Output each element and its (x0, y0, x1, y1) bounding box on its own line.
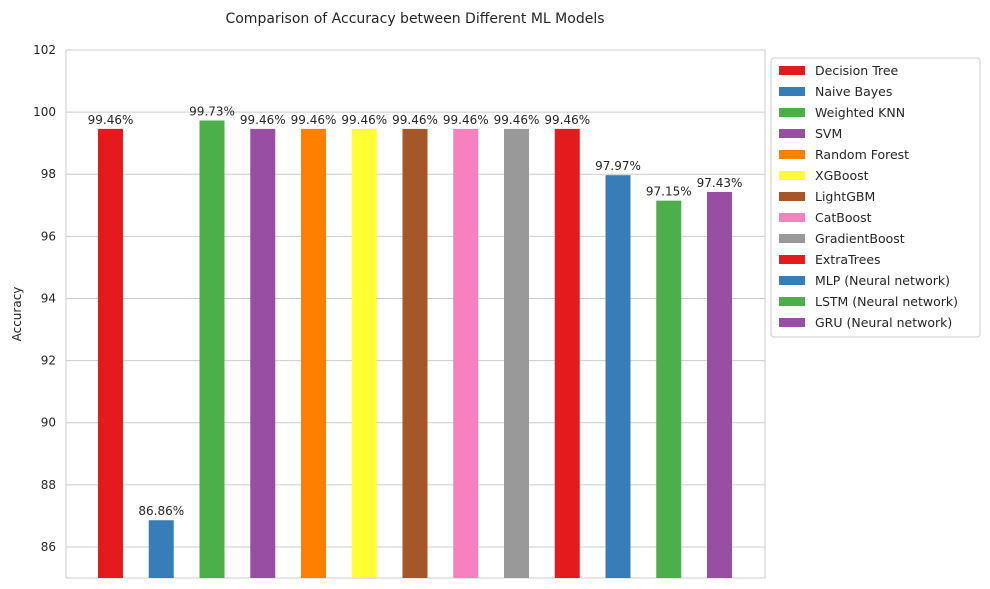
bar (98, 128, 123, 578)
bar-value-label: 97.97% (595, 159, 641, 173)
bar (402, 128, 428, 578)
legend-label: Naive Bayes (815, 84, 892, 99)
legend-swatch (779, 213, 805, 222)
legend-swatch (779, 276, 805, 285)
bar-value-label: 99.46% (240, 113, 286, 127)
y-tick-label: 100 (33, 105, 56, 119)
bar-value-label: 99.46% (291, 113, 337, 127)
bar-value-label: 99.46% (392, 113, 438, 127)
legend-swatch (779, 171, 805, 180)
y-axis-ticks: 86 88 90 92 94 96 98 100 102 (33, 43, 56, 554)
bar (199, 120, 225, 578)
bar (453, 128, 479, 578)
legend-items: Decision Tree Naive Bayes Weighted KNN SVM R… (779, 63, 958, 330)
bar-value-label: 97.15% (646, 185, 692, 199)
bar-value-label: 99.46% (494, 113, 540, 127)
bar-value-label: 99.73% (189, 105, 235, 119)
legend-label: Weighted KNN (815, 105, 905, 120)
legend-swatch (779, 297, 805, 306)
legend-label: GRU (Neural network) (815, 315, 952, 330)
data-labels: 99.46% 86.86% 99.73% 99.46% 99.46% 99.46% 99.4… (88, 105, 743, 519)
y-tick-label: 102 (33, 43, 56, 57)
bar (656, 200, 682, 578)
chart-title: Comparison of Accuracy between Different… (225, 11, 604, 27)
bar-value-label: 99.46% (544, 113, 590, 127)
y-tick-label: 88 (41, 478, 56, 492)
y-axis-label: Accuracy (10, 287, 24, 342)
legend-label: LSTM (Neural network) (815, 294, 958, 309)
bar-value-label: 97.43% (697, 176, 743, 190)
legend-label: Random Forest (815, 147, 909, 162)
legend-swatch (779, 150, 805, 159)
legend-label: MLP (Neural network) (815, 273, 950, 288)
bar-value-label: 86.86% (138, 504, 184, 518)
legend-swatch (779, 87, 805, 96)
legend-swatch (779, 66, 805, 75)
bar (301, 128, 326, 578)
legend-label: Decision Tree (815, 63, 899, 78)
legend-swatch (779, 255, 805, 264)
legend-label: XGBoost (815, 168, 869, 183)
legend-swatch (779, 192, 805, 201)
legend-swatch (779, 234, 805, 243)
bar (148, 520, 174, 578)
legend-swatch (779, 108, 805, 117)
bar (707, 191, 732, 578)
y-tick-label: 96 (41, 229, 56, 243)
y-tick-label: 86 (41, 540, 56, 554)
legend-swatch (779, 129, 805, 138)
bar-value-label: 99.46% (443, 113, 489, 127)
legend-label: GradientBoost (815, 231, 905, 246)
bar-value-label: 99.46% (88, 113, 134, 127)
legend-label: CatBoost (815, 210, 872, 225)
legend-label: ExtraTrees (815, 252, 881, 267)
bar (605, 175, 631, 578)
y-tick-label: 98 (41, 167, 56, 181)
y-tick-label: 94 (41, 291, 56, 305)
legend-frame (770, 57, 981, 338)
legend-swatch (779, 318, 805, 327)
bars (98, 120, 732, 578)
legend-label: LightGBM (815, 189, 875, 204)
legend-label: SVM (815, 126, 842, 141)
bar (504, 128, 529, 578)
bar-value-label: 99.46% (341, 113, 387, 127)
bar (250, 128, 276, 578)
legend: Decision Tree Naive Bayes Weighted KNN SVM R… (770, 57, 981, 338)
y-tick-label: 92 (41, 354, 56, 368)
bar (351, 128, 377, 578)
bar (554, 128, 580, 578)
y-tick-label: 90 (41, 416, 56, 430)
